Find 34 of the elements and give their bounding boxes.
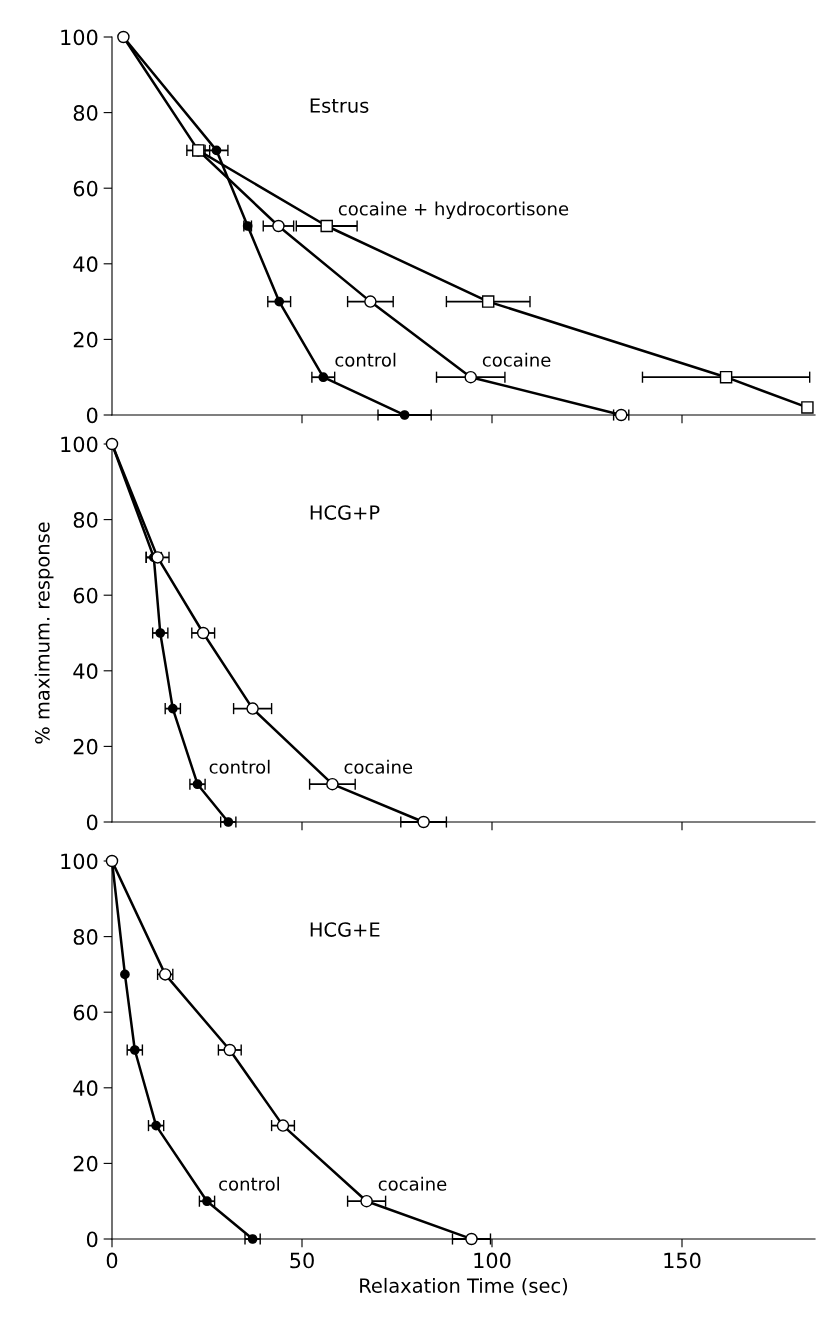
y-tick-label: 20 [73, 738, 98, 755]
y-axis-title: % maximum. response [34, 522, 54, 744]
y-tick-label: 60 [73, 587, 98, 604]
series-label: control [209, 759, 270, 774]
series-label: control [219, 1176, 279, 1191]
series-label: cocaine [482, 352, 551, 367]
series-label: control [335, 352, 396, 367]
y-tick-label: 60 [73, 1004, 98, 1021]
y-tick-label: 80 [73, 512, 98, 528]
y-tick-label: 20 [73, 1155, 98, 1172]
x-tick-label: 100 [474, 1252, 511, 1269]
y-tick-label: 100 [61, 853, 98, 870]
x-tick-label: 50 [290, 1252, 314, 1269]
x-axis-title: Relaxation Time (sec) [360, 1277, 568, 1296]
series-label: cocaine + hydrocortisone [338, 201, 569, 220]
y-tick-label: 40 [73, 1080, 98, 1097]
text: Estrus [310, 98, 369, 113]
text: HCG+E [310, 922, 380, 937]
series-label: cocaine [344, 759, 413, 774]
y-tick-label: 0 [86, 814, 98, 831]
y-tick-label: 100 [61, 29, 98, 46]
x-tick-label: 150 [664, 1252, 701, 1269]
y-tick-label: 60 [73, 180, 98, 197]
y-tick-label: 40 [73, 663, 98, 680]
series-label: cocaine [378, 1176, 447, 1191]
text: HCG+P [310, 505, 380, 520]
y-tick-label: 80 [73, 929, 98, 945]
y-tick-label: 40 [73, 256, 98, 273]
y-tick-label: 0 [86, 407, 98, 424]
y-tick-label: 100 [61, 436, 98, 453]
x-tick-label: 0 [106, 1252, 118, 1269]
y-tick-label: 80 [73, 105, 98, 121]
y-tick-label: 20 [73, 331, 98, 348]
y-tick-label: 0 [86, 1231, 98, 1248]
